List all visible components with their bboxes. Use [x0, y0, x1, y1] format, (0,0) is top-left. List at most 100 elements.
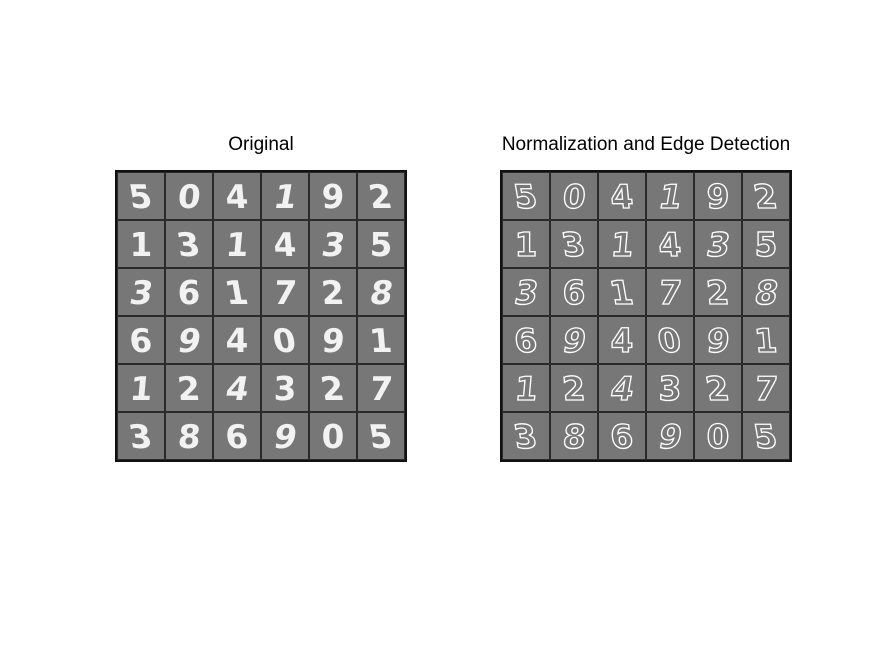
- original-digit: 1: [368, 322, 394, 360]
- original-digit: 1: [224, 226, 250, 264]
- edge-digit: 8: [561, 418, 587, 456]
- original-digit: 7: [272, 274, 298, 312]
- original-digit-cell: 3: [117, 412, 165, 460]
- edge-digit-cell: 9: [694, 172, 742, 220]
- original-digit-cell: 8: [165, 412, 213, 460]
- original-digit-cell: 1: [117, 220, 165, 268]
- edge-digit: 9: [656, 418, 685, 456]
- edge-digit-cell: 0: [646, 316, 694, 364]
- edge-digit-cell: 5: [502, 172, 550, 220]
- original-digit-cell: 1: [213, 268, 261, 316]
- original-digit: 8: [367, 274, 396, 312]
- original-digit: 3: [174, 226, 203, 264]
- edge-digit: 9: [560, 322, 589, 360]
- edge-digit-cell: 1: [598, 220, 646, 268]
- original-digit-cell: 6: [213, 412, 261, 460]
- edge-digit-cell: 4: [598, 316, 646, 364]
- edge-digit: 8: [752, 274, 781, 312]
- edge-digit-cell: 3: [646, 364, 694, 412]
- original-digit: 7: [368, 370, 394, 408]
- edge-digit: 3: [512, 274, 541, 312]
- original-digit: 1: [271, 178, 300, 216]
- edge-digit-cell: 4: [598, 364, 646, 412]
- original-digit-cell: 4: [213, 172, 261, 220]
- edge-digit: 5: [511, 178, 540, 216]
- edge-digit-cell: 1: [646, 172, 694, 220]
- edge-digit-cell: 7: [646, 268, 694, 316]
- edge-digit-cell: 0: [694, 412, 742, 460]
- original-digit: 4: [224, 178, 250, 216]
- edge-digit-cell: 1: [502, 220, 550, 268]
- original-digit: 2: [318, 370, 347, 408]
- original-digit-cell: 3: [261, 364, 309, 412]
- edge-digit: 9: [705, 322, 731, 360]
- edge-digit: 5: [751, 418, 780, 456]
- original-digit-cell: 3: [117, 268, 165, 316]
- edge-digit-cell: 4: [598, 172, 646, 220]
- edge-digit: 4: [608, 370, 637, 408]
- edge-digit: 3: [704, 226, 733, 264]
- edge-digit-cell: 5: [742, 220, 790, 268]
- original-digit-cell: 0: [165, 172, 213, 220]
- edge-digit: 7: [753, 370, 779, 408]
- original-digit-cell: 6: [165, 268, 213, 316]
- edge-digit: 1: [609, 226, 635, 264]
- edge-digit: 6: [609, 418, 635, 456]
- original-digit: 6: [128, 322, 154, 360]
- edge-digit-cell: 3: [550, 220, 598, 268]
- edge-digit-cell: 9: [646, 412, 694, 460]
- edge-digit: 3: [511, 418, 540, 456]
- original-digit: 4: [226, 322, 249, 360]
- edge-digit-cell: 3: [502, 268, 550, 316]
- edge-digit: 0: [707, 418, 730, 456]
- edge-digit-cell: 6: [550, 268, 598, 316]
- edge-digit-cell: 2: [694, 268, 742, 316]
- original-title: Original: [228, 134, 294, 155]
- edge-title: Normalization and Edge Detection: [501, 134, 791, 155]
- edge-digit: 4: [609, 178, 635, 216]
- edge-digit-cell: 6: [502, 316, 550, 364]
- edge-digit: 2: [705, 274, 731, 312]
- original-digit-cell: 4: [213, 364, 261, 412]
- edge-digit: 3: [559, 226, 588, 264]
- original-digit-cell: 5: [357, 220, 405, 268]
- original-digit: 3: [127, 274, 156, 312]
- edge-digit-cell: 8: [550, 412, 598, 460]
- original-digit-cell: 4: [261, 220, 309, 268]
- original-digit-cell: 0: [261, 316, 309, 364]
- edge-digit-cell: 1: [502, 364, 550, 412]
- edge-digit-cell: 6: [598, 412, 646, 460]
- original-digit-cell: 4: [213, 316, 261, 364]
- original-digit: 0: [270, 322, 299, 360]
- edge-digit: 2: [751, 178, 780, 216]
- original-digit: 1: [130, 226, 153, 264]
- original-digit-cell: 7: [261, 268, 309, 316]
- original-digit-cell: 9: [261, 412, 309, 460]
- original-digit-cell: 8: [357, 268, 405, 316]
- edge-digit-cell: 1: [742, 316, 790, 364]
- original-digit: 1: [222, 274, 251, 312]
- original-digit: 0: [176, 178, 202, 216]
- original-digit-cell: 5: [357, 412, 405, 460]
- original-digit: 9: [322, 178, 345, 216]
- original-digit: 4: [272, 226, 298, 264]
- original-digit: 1: [128, 370, 154, 408]
- edge-digit-cell: 3: [502, 412, 550, 460]
- original-digit-cell: 3: [309, 220, 357, 268]
- original-digit: 5: [126, 178, 155, 216]
- original-digit: 0: [322, 418, 345, 456]
- original-digit: 3: [319, 226, 348, 264]
- edge-digit: 0: [561, 178, 587, 216]
- edge-digit-cell: 9: [550, 316, 598, 364]
- original-digit-cell: 1: [117, 364, 165, 412]
- original-digit: 2: [366, 178, 395, 216]
- original-digit: 6: [178, 274, 201, 312]
- edge-digit: 1: [656, 178, 685, 216]
- edge-digit: 5: [755, 226, 778, 264]
- edge-digit-cell: 1: [598, 268, 646, 316]
- original-digit-cell: 1: [357, 316, 405, 364]
- edge-digit: 1: [607, 274, 636, 312]
